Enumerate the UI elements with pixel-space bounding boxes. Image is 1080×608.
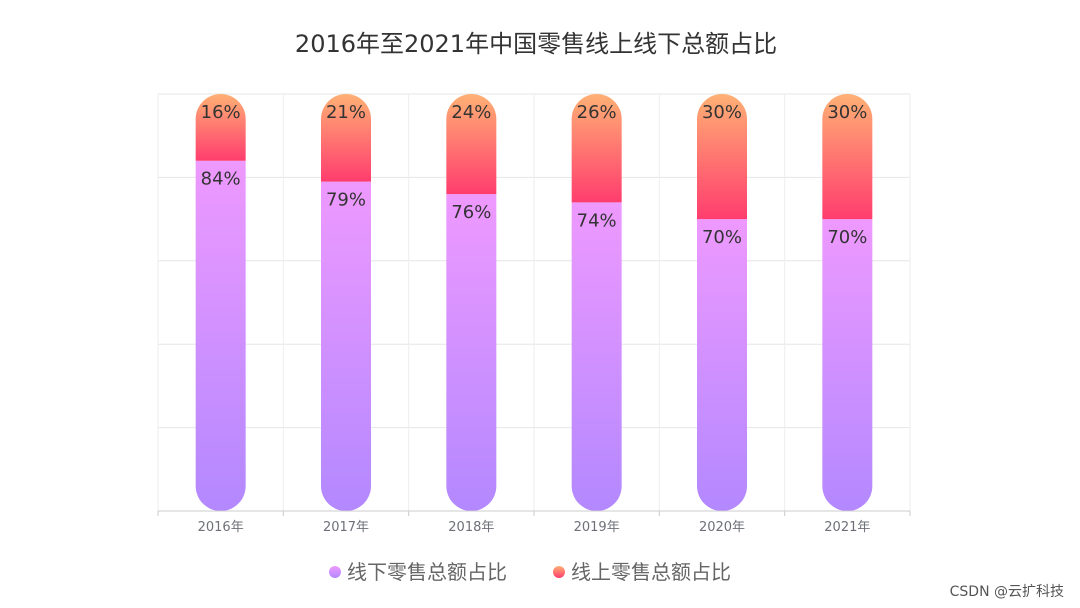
bar-online-2021年[interactable] [822,93,873,220]
bar-offline-2019年[interactable] [571,202,622,512]
x-tick-label: 2019年 [574,520,620,535]
bar-offline-2020年[interactable] [697,219,747,511]
legend-item-offline[interactable]: 线下零售总额占比 [329,560,507,584]
bar-offline-2016年[interactable] [195,160,246,511]
legend-item-online[interactable]: 线上零售总额占比 [553,560,731,584]
chart-title: 2016年至2021年中国零售线上线下总额占比 [295,30,777,58]
bar-online-2020年[interactable] [697,94,747,220]
watermark: CSDN @云扩科技 [950,584,1064,600]
data-label-online: 30% [702,102,742,123]
legend-marker-online [553,566,565,578]
bar-online-2016年[interactable] [195,93,246,161]
legend: 线下零售总额占比 线上零售总额占比 [329,560,731,584]
legend-label-online: 线上零售总额占比 [571,560,731,584]
data-label-offline: 76% [451,202,491,223]
data-label-offline: 79% [326,190,366,211]
grid [157,93,911,512]
bar-online-2017年[interactable] [321,94,371,182]
x-tick-label: 2020年 [699,520,745,535]
x-tick-label: 2018年 [448,520,494,535]
data-label-online: 21% [326,102,366,123]
legend-label-offline: 线下零售总额占比 [347,560,507,584]
x-tick-label: 2021年 [824,520,870,535]
bar-offline-2018年[interactable] [446,194,497,511]
bar-labels: 16% 84% 21% 79% 24% 76% 26% 74% 30% 70% 30% 70% [201,102,868,248]
x-axis: 2016年 2017年 2018年 2019年 2020年 2021年 [157,510,911,535]
data-label-online: 26% [577,102,617,123]
bar-online-2019年[interactable] [571,93,622,203]
data-label-offline: 70% [827,227,867,248]
data-label-offline: 70% [702,227,742,248]
data-label-online: 30% [827,102,867,123]
x-tick-label: 2016年 [198,520,244,535]
bar-offline-2021年[interactable] [822,219,873,511]
data-label-online: 24% [451,102,491,123]
data-label-offline: 74% [577,210,617,231]
legend-marker-offline [329,566,341,578]
bar-online-2018年[interactable] [446,93,497,195]
bar-offline-2017年[interactable] [321,181,371,511]
data-label-online: 16% [201,102,241,123]
x-tick-label: 2017年 [323,520,369,535]
data-label-offline: 84% [201,169,241,190]
bars [195,93,873,512]
